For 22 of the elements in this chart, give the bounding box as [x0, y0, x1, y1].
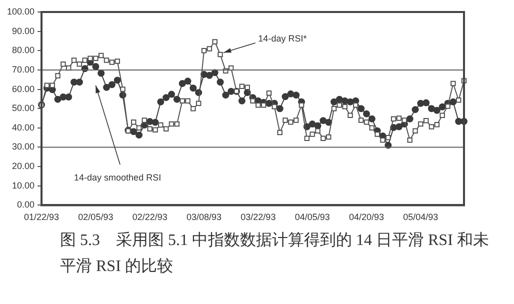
- x-tick-label: 04/20/93: [348, 212, 384, 222]
- x-tick-label: 03/22/93: [240, 212, 276, 222]
- y-tick-label: 60.00: [12, 84, 35, 94]
- y-tick-label: 20.00: [12, 161, 35, 172]
- x-tick-label: 01/22/93: [24, 212, 60, 222]
- x-tick-label: 03/08/93: [186, 212, 222, 222]
- text: 14-day smoothed RSI: [74, 172, 162, 183]
- x-tick-label: 02/05/93: [78, 212, 114, 222]
- y-tick-label: 100.00: [6, 6, 35, 16]
- text: 14-day RSI*: [258, 34, 308, 44]
- x-tick-label: 04/05/93: [294, 212, 330, 222]
- x-tick-label: 02/22/93: [132, 212, 168, 222]
- x-tick-label: 05/04/93: [403, 212, 438, 222]
- caption: 图 5.3 采用图 5.1 中指数数据计算得到的 14 日平滑 RSI 和未平滑 RSI 的比较: [59, 230, 490, 277]
- y-tick-label: 80.00: [12, 45, 35, 56]
- y-tick-label: 90.00: [12, 26, 35, 36]
- y-tick-label: 40.00: [12, 122, 35, 132]
- y-tick-label: 30.00: [12, 142, 35, 152]
- y-tick-label: 70.00: [12, 64, 35, 74]
- y-tick-label: 50.00: [12, 103, 35, 114]
- y-tick-label: 10.00: [12, 180, 35, 190]
- y-tick-label: 0.00: [16, 200, 35, 210]
